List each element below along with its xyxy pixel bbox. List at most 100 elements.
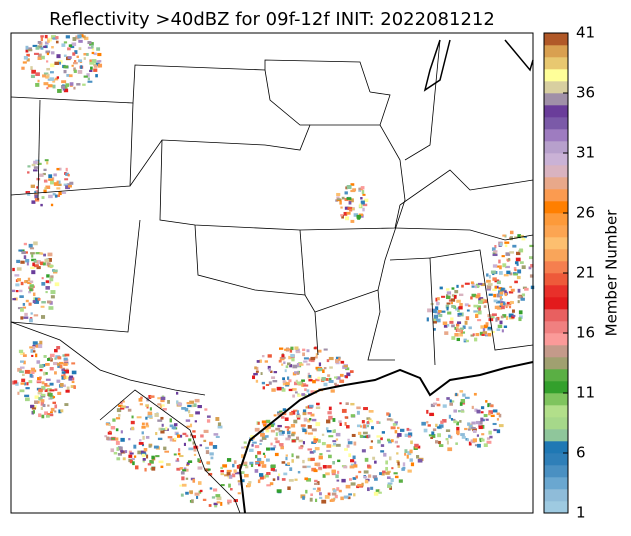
dot (441, 295, 446, 298)
colorbar-segment (544, 417, 568, 430)
dot (481, 333, 485, 336)
dot (376, 435, 382, 438)
dot (59, 167, 62, 171)
dot (57, 183, 62, 187)
dot (165, 426, 168, 431)
dot (465, 339, 469, 343)
dot (50, 290, 56, 295)
dot (25, 299, 29, 303)
dot (366, 424, 370, 428)
dot (373, 491, 379, 496)
dot (314, 356, 318, 359)
dot (475, 312, 478, 315)
dot (296, 362, 300, 367)
dot (37, 45, 43, 49)
dot (241, 479, 245, 483)
dot (357, 483, 363, 487)
dot (343, 495, 349, 499)
dot (142, 435, 145, 440)
dot (147, 411, 153, 416)
dot (430, 436, 434, 439)
dot (310, 493, 313, 497)
dot (187, 404, 193, 408)
dot (495, 300, 501, 304)
dot (451, 305, 455, 308)
dot (40, 203, 43, 207)
dot (472, 438, 478, 443)
dot (360, 197, 363, 200)
dot (176, 432, 179, 436)
dot (462, 325, 466, 329)
dot (505, 265, 510, 269)
dot (23, 55, 28, 60)
dot (505, 305, 508, 309)
dot (47, 39, 50, 43)
dot (304, 388, 307, 391)
dot (65, 35, 70, 39)
dot (328, 377, 332, 381)
dot (35, 190, 39, 193)
dot (485, 332, 488, 336)
colorbar-segment (544, 33, 568, 46)
dot (155, 455, 160, 458)
dot (39, 364, 44, 369)
dot (90, 66, 93, 70)
dot (51, 177, 55, 181)
dot (68, 74, 73, 78)
dot (479, 331, 485, 336)
colorbar-segment (544, 429, 568, 442)
dot (48, 306, 54, 310)
dot (275, 440, 280, 444)
dot (302, 409, 307, 414)
dot (31, 254, 34, 258)
dot (483, 324, 489, 329)
dot (291, 388, 297, 391)
dot (492, 422, 497, 426)
dot (370, 486, 374, 490)
dot (472, 333, 475, 336)
dot (52, 84, 56, 89)
dot (23, 316, 29, 319)
dot (28, 302, 32, 306)
dot (67, 47, 71, 51)
dot (508, 291, 514, 294)
dot (368, 418, 372, 421)
dot (49, 411, 53, 415)
dot (503, 325, 508, 328)
dot (464, 320, 468, 325)
dot (291, 433, 295, 437)
dot (347, 206, 353, 211)
dot (416, 455, 420, 459)
dot (105, 422, 109, 426)
dot (468, 304, 471, 307)
dot (394, 475, 399, 479)
dot (233, 469, 237, 473)
dot (401, 467, 405, 471)
reflectivity-dots (12, 34, 535, 508)
dot (73, 86, 76, 90)
dot (335, 443, 341, 447)
dot (173, 453, 177, 456)
dot (519, 261, 524, 264)
dot (48, 413, 54, 417)
dot (522, 236, 527, 239)
dot (386, 438, 391, 442)
dot (385, 471, 390, 475)
dot (60, 85, 66, 89)
dot (350, 183, 355, 186)
dot (266, 447, 270, 451)
dot (317, 487, 321, 492)
dot (464, 396, 470, 399)
dot (435, 440, 439, 444)
dot (193, 403, 197, 407)
dot (334, 376, 338, 379)
dot (243, 463, 248, 467)
dot (504, 292, 507, 297)
dot (96, 60, 102, 63)
dot (302, 428, 307, 433)
dot (313, 439, 318, 444)
dot (383, 452, 387, 457)
dot (311, 418, 317, 422)
dot (19, 360, 24, 363)
